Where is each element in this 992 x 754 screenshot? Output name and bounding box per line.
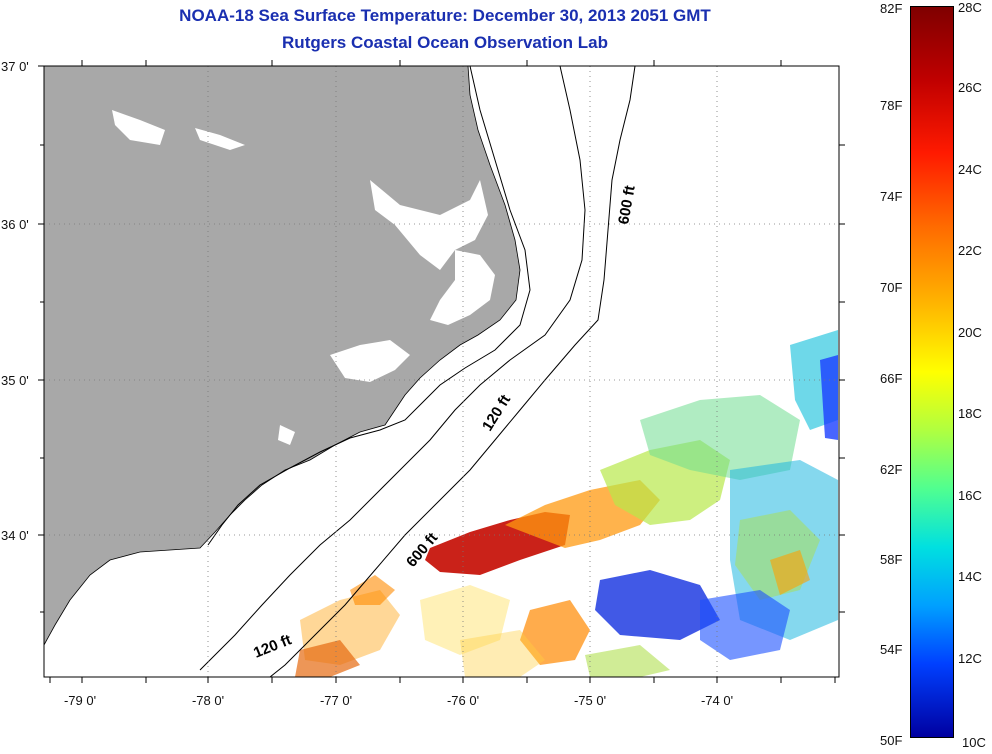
lat-label-35: 35 0' (1, 373, 29, 388)
barrier-islands (207, 65, 531, 546)
colorbar-f-66: 66F (880, 371, 903, 386)
map-subtitle: Rutgers Coastal Ocean Observation Lab (282, 33, 608, 52)
colorbar-c-12: 12C (958, 651, 982, 666)
colorbar-c-26: 26C (958, 80, 982, 95)
lat-label-37: 37 0' (1, 59, 29, 74)
lat-label-36: 36 0' (1, 217, 29, 232)
colorbar-c-18: 18C (958, 406, 982, 421)
colorbar-c-14: 14C (958, 569, 982, 584)
colorbar-c-20: 20C (958, 325, 982, 340)
axis-ticks (38, 60, 845, 683)
colorbar-f-62: 62F (880, 462, 903, 477)
isobath-label-600-north: 600 ft (615, 184, 639, 226)
lon-label-75: -75 0' (573, 693, 607, 708)
sounds (112, 110, 495, 445)
colorbar-f-82: 82F (880, 1, 903, 16)
lon-label-77: -77 0' (319, 693, 353, 708)
colorbar-c-16: 16C (958, 488, 982, 503)
colorbar-f-58: 58F (880, 552, 903, 567)
lon-label-76: -76 0' (446, 693, 480, 708)
colorbar-f-50: 50F (880, 733, 903, 748)
map-border (43, 65, 840, 678)
colorbar-f-74: 74F (880, 189, 903, 204)
colorbar-f-70: 70F (880, 280, 903, 295)
sst-field (295, 330, 838, 677)
lon-label-79: -79 0' (63, 693, 97, 708)
colorbar-f-78: 78F (880, 98, 903, 113)
colorbar-c-28: 28C (958, 0, 982, 15)
lon-label-78: -78 0' (191, 693, 225, 708)
colorbar-c-24: 24C (958, 162, 982, 177)
temperature-colorbar (910, 6, 954, 738)
graticule (44, 66, 839, 677)
lon-label-74: -74 0' (700, 693, 734, 708)
colorbar-c-10: 10C (962, 735, 986, 750)
isobath-120ft (199, 65, 586, 671)
lat-label-34: 34 0' (1, 528, 29, 543)
colorbar-f-54: 54F (880, 642, 903, 657)
colorbar-c-22: 22C (958, 243, 982, 258)
map-title: NOAA-18 Sea Surface Temperature: Decembe… (179, 6, 711, 25)
isobath-600ft (269, 65, 636, 678)
